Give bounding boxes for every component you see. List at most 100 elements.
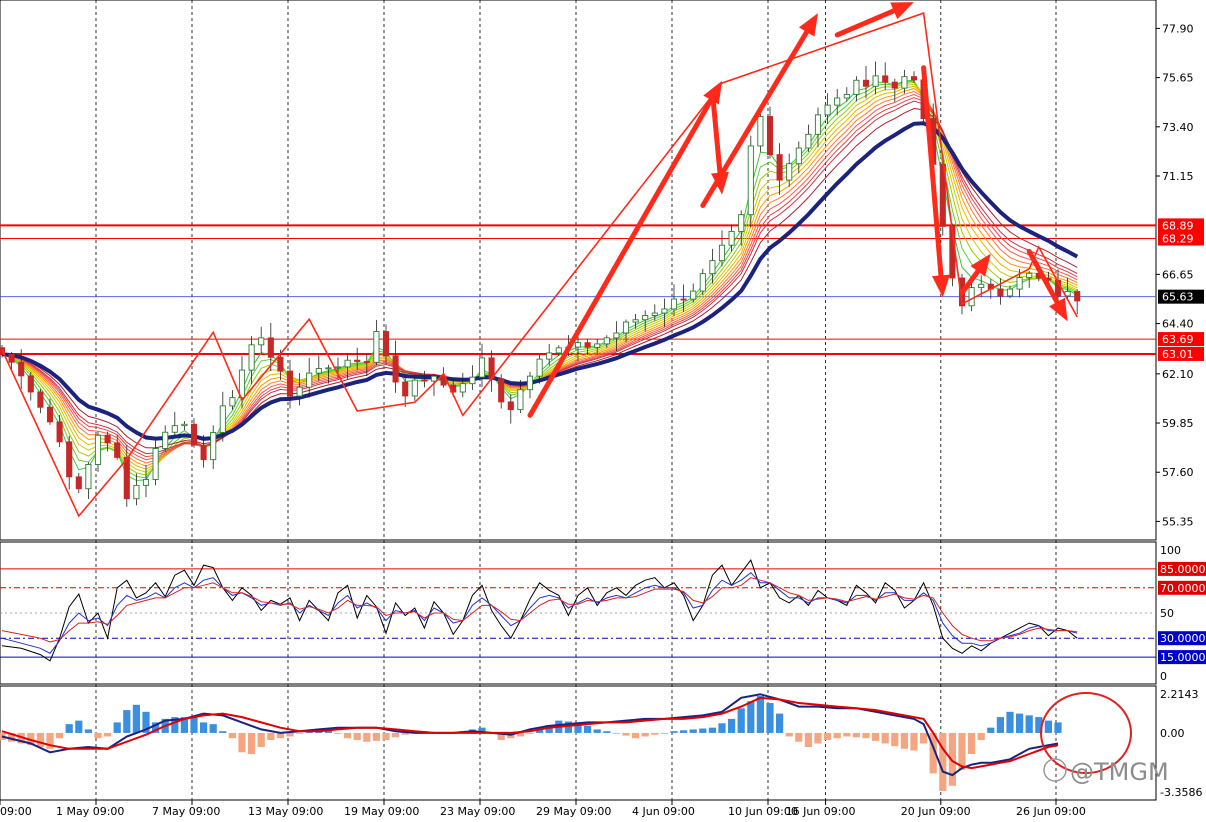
zigzag-line bbox=[1, 12, 1078, 518]
oscillator-axis: 100 50 0 85.0000 70.0000 30.0000 15.0000 bbox=[1158, 544, 1206, 683]
macd-histogram-bar bbox=[248, 732, 256, 755]
candle-body bbox=[690, 290, 697, 300]
macd-histogram-bar bbox=[680, 730, 688, 733]
candle-body bbox=[325, 367, 332, 370]
trend-arrow-head bbox=[970, 253, 991, 277]
macd-histogram-bar bbox=[296, 732, 304, 734]
macd-histogram-bar bbox=[728, 718, 736, 733]
macd-histogram-bar bbox=[171, 717, 179, 733]
candle-body bbox=[872, 75, 879, 87]
price-tick-label: 64.40 bbox=[1162, 318, 1194, 331]
level-price-label: 63.69 bbox=[1162, 333, 1194, 346]
candle-body bbox=[853, 79, 860, 95]
macd-histogram-bar bbox=[8, 732, 16, 742]
candle-body bbox=[786, 163, 793, 181]
watermark-text: @TMGM bbox=[1070, 758, 1169, 786]
candle-body bbox=[248, 344, 255, 371]
candle-body bbox=[354, 359, 361, 362]
macd-histogram-bar bbox=[142, 711, 150, 733]
candle-body bbox=[507, 401, 514, 411]
candle-body bbox=[85, 464, 92, 490]
macd-histogram-bar bbox=[641, 732, 649, 737]
oscillator-level-label: 15.0000 bbox=[1160, 651, 1206, 664]
candle-body bbox=[171, 425, 178, 433]
time-tick-label: 23 May 09:00 bbox=[440, 805, 515, 818]
macd-histogram-bar bbox=[516, 732, 524, 737]
candle-body bbox=[334, 366, 342, 369]
candle-body bbox=[27, 375, 34, 393]
candle-body bbox=[814, 114, 822, 135]
macd-histogram-bar bbox=[200, 722, 208, 733]
trend-arrow-head bbox=[1049, 297, 1068, 322]
oscillator-line-fast bbox=[1, 559, 1078, 662]
macd-histogram-bar bbox=[795, 732, 803, 742]
candle-body bbox=[478, 357, 486, 378]
oscillator-level-tag bbox=[1158, 561, 1206, 576]
candle-body bbox=[594, 343, 601, 348]
macd-histogram-bar bbox=[75, 720, 83, 733]
time-tick-label: 09:00 bbox=[0, 805, 32, 818]
macd-histogram-bar bbox=[574, 722, 582, 733]
candle-body bbox=[728, 230, 735, 246]
macd-histogram-bar bbox=[987, 727, 995, 733]
time-tick-label: 29 May 09:00 bbox=[536, 805, 611, 818]
candle-body bbox=[296, 386, 303, 397]
macd-tick-label: 0.00 bbox=[1160, 727, 1185, 740]
time-tick-label: 13 May 09:00 bbox=[248, 805, 323, 818]
macd-histogram-bar bbox=[1006, 711, 1014, 733]
candle-body bbox=[584, 342, 591, 348]
candle-body bbox=[459, 383, 466, 393]
macd-histogram-bar bbox=[920, 732, 928, 744]
candle-body bbox=[18, 361, 25, 377]
candle-body bbox=[200, 444, 207, 461]
time-tick-label: 1 May 09:00 bbox=[56, 805, 124, 818]
macd-histogram-bar bbox=[276, 732, 284, 739]
candle-body bbox=[978, 283, 985, 289]
trend-arrow-shaft bbox=[709, 89, 723, 176]
candle-body bbox=[997, 288, 1004, 297]
macd-histogram-bar bbox=[747, 701, 755, 733]
candle-body bbox=[805, 133, 812, 149]
macd-histogram-bar bbox=[843, 732, 851, 737]
candle-body bbox=[306, 372, 313, 388]
oscillator-level-tag bbox=[1158, 650, 1206, 665]
trend-arrow-head bbox=[710, 171, 729, 195]
candle-body bbox=[891, 81, 898, 89]
macd-histogram-bar bbox=[209, 724, 217, 733]
macd-histogram-bar bbox=[526, 732, 534, 734]
macd-histogram-bar bbox=[257, 732, 265, 748]
candle-body bbox=[181, 423, 188, 427]
macd-histogram-bar bbox=[56, 732, 64, 739]
macd-histogram-bar bbox=[334, 732, 342, 734]
watermark: @TMGM bbox=[1043, 758, 1169, 786]
macd-histogram-bar bbox=[564, 721, 572, 733]
macd-histogram-bar bbox=[804, 732, 812, 748]
candle-body bbox=[843, 93, 850, 99]
macd-histogram-bar bbox=[1016, 713, 1024, 733]
macd-histogram-bar bbox=[238, 732, 246, 753]
macd-histogram-bar bbox=[382, 732, 390, 740]
macd-histogram-bar bbox=[814, 732, 822, 744]
macd-histogram-bar bbox=[891, 732, 899, 747]
trend-arrow-shaft bbox=[527, 97, 714, 418]
candle-body bbox=[46, 406, 54, 423]
macd-histogram-bar bbox=[670, 731, 678, 733]
current-price-tag bbox=[1158, 289, 1204, 304]
price-tick-label: 62.10 bbox=[1162, 368, 1194, 381]
price-tick-label: 73.40 bbox=[1162, 121, 1194, 134]
macd-histogram-bar bbox=[968, 732, 976, 755]
price-tick-label: 77.90 bbox=[1162, 22, 1194, 35]
candle-body bbox=[968, 287, 975, 307]
candle-body bbox=[430, 375, 438, 382]
macd-histogram-bar bbox=[593, 729, 601, 733]
macd-histogram-bar bbox=[286, 732, 294, 737]
macd-axis: 2.2143 0.00 -3.3586 bbox=[1160, 688, 1202, 799]
macd-histogram-bar bbox=[612, 732, 620, 734]
time-tick-label: 20 Jun 09:00 bbox=[901, 805, 971, 818]
macd-histogram-bar bbox=[372, 732, 380, 741]
oscillator-tick-label: 100 bbox=[1160, 544, 1181, 557]
macd-histogram-bar bbox=[94, 732, 102, 739]
